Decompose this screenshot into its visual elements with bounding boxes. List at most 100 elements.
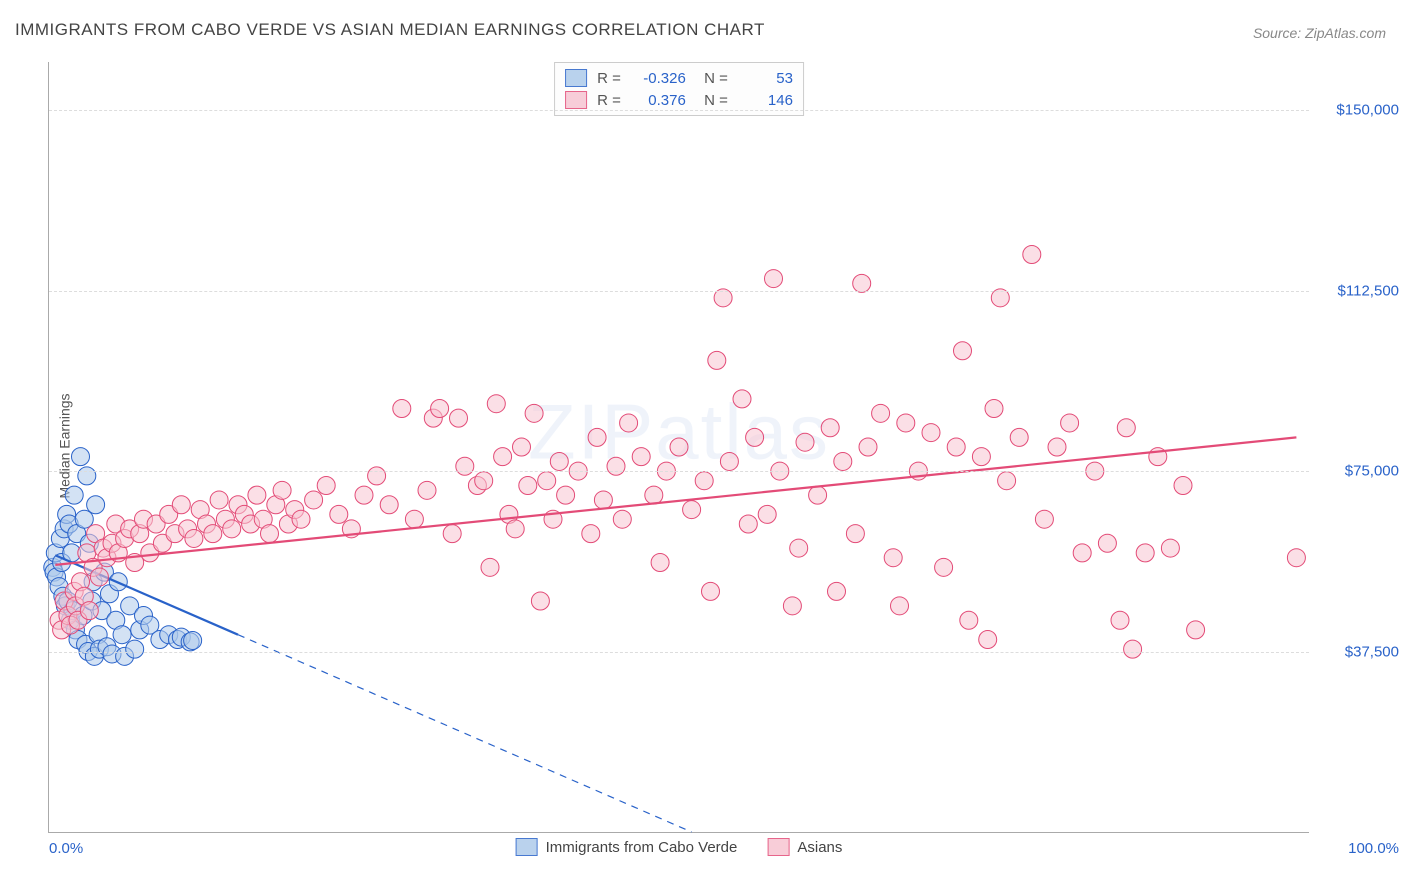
data-point-asians bbox=[897, 414, 915, 432]
data-point-asians bbox=[702, 582, 720, 600]
data-point-asians bbox=[872, 404, 890, 422]
data-point-asians bbox=[651, 554, 669, 572]
y-tick-label: $112,500 bbox=[1319, 282, 1399, 299]
data-point-asians bbox=[1010, 428, 1028, 446]
data-point-asians bbox=[355, 486, 373, 504]
x-tick-label: 0.0% bbox=[49, 840, 83, 857]
gridline bbox=[49, 291, 1309, 292]
data-point-asians bbox=[620, 414, 638, 432]
data-point-asians bbox=[1287, 549, 1305, 567]
data-point-asians bbox=[172, 496, 190, 514]
data-point-asians bbox=[475, 472, 493, 490]
data-point-asians bbox=[828, 582, 846, 600]
data-point-asians bbox=[305, 491, 323, 509]
chart-title: IMMIGRANTS FROM CABO VERDE VS ASIAN MEDI… bbox=[15, 20, 765, 40]
legend-swatch-cabo_verde bbox=[516, 838, 538, 856]
data-point-asians bbox=[1048, 438, 1066, 456]
data-point-asians bbox=[884, 549, 902, 567]
series-legend-label-asians: Asians bbox=[797, 839, 842, 856]
data-point-asians bbox=[796, 433, 814, 451]
data-point-asians bbox=[506, 520, 524, 538]
data-point-asians bbox=[443, 525, 461, 543]
data-point-cabo_verde bbox=[72, 448, 90, 466]
data-point-asians bbox=[922, 424, 940, 442]
data-point-asians bbox=[846, 525, 864, 543]
data-point-asians bbox=[525, 404, 543, 422]
data-point-asians bbox=[1023, 246, 1041, 264]
plot-area: ZIPatlas R =-0.326 N =53R =0.376 N =146 … bbox=[48, 62, 1309, 833]
data-point-asians bbox=[947, 438, 965, 456]
data-point-asians bbox=[783, 597, 801, 615]
data-point-asians bbox=[248, 486, 266, 504]
data-point-asians bbox=[1098, 534, 1116, 552]
series-legend-label-cabo_verde: Immigrants from Cabo Verde bbox=[546, 839, 738, 856]
data-point-asians bbox=[1117, 419, 1135, 437]
data-point-asians bbox=[210, 491, 228, 509]
gridline bbox=[49, 471, 1309, 472]
data-point-asians bbox=[1174, 477, 1192, 495]
n-label: N = bbox=[696, 70, 728, 87]
data-point-asians bbox=[834, 452, 852, 470]
data-point-asians bbox=[494, 448, 512, 466]
data-point-asians bbox=[979, 631, 997, 649]
data-point-asians bbox=[1187, 621, 1205, 639]
data-point-asians bbox=[821, 419, 839, 437]
legend-swatch-asians bbox=[767, 838, 789, 856]
data-point-cabo_verde bbox=[113, 626, 131, 644]
data-point-asians bbox=[450, 409, 468, 427]
data-point-asians bbox=[809, 486, 827, 504]
series-legend-item-asians: Asians bbox=[767, 838, 842, 856]
r-value-cabo_verde: -0.326 bbox=[631, 70, 686, 87]
data-point-asians bbox=[513, 438, 531, 456]
data-point-asians bbox=[720, 452, 738, 470]
data-point-asians bbox=[223, 520, 241, 538]
data-point-asians bbox=[708, 351, 726, 369]
data-point-asians bbox=[695, 472, 713, 490]
data-point-asians bbox=[550, 452, 568, 470]
data-point-asians bbox=[487, 395, 505, 413]
data-point-asians bbox=[1035, 510, 1053, 528]
data-point-asians bbox=[90, 568, 108, 586]
data-point-asians bbox=[972, 448, 990, 466]
data-point-asians bbox=[393, 400, 411, 418]
data-point-asians bbox=[1161, 539, 1179, 557]
data-point-asians bbox=[954, 342, 972, 360]
data-point-asians bbox=[594, 491, 612, 509]
data-point-asians bbox=[80, 602, 98, 620]
data-point-asians bbox=[273, 481, 291, 499]
data-point-asians bbox=[985, 400, 1003, 418]
data-point-cabo_verde bbox=[87, 496, 105, 514]
data-point-asians bbox=[935, 558, 953, 576]
data-point-asians bbox=[613, 510, 631, 528]
data-point-cabo_verde bbox=[75, 510, 93, 528]
r-value-asians: 0.376 bbox=[631, 92, 686, 109]
gridline bbox=[49, 652, 1309, 653]
data-point-asians bbox=[317, 477, 335, 495]
data-point-asians bbox=[481, 558, 499, 576]
r-label: R = bbox=[597, 92, 621, 109]
data-point-asians bbox=[405, 510, 423, 528]
data-point-cabo_verde bbox=[78, 467, 96, 485]
data-point-asians bbox=[456, 457, 474, 475]
source-label: Source: ZipAtlas.com bbox=[1253, 25, 1386, 41]
data-point-asians bbox=[1124, 640, 1142, 658]
data-point-asians bbox=[292, 510, 310, 528]
n-label: N = bbox=[696, 92, 728, 109]
data-point-asians bbox=[758, 505, 776, 523]
y-tick-label: $150,000 bbox=[1319, 102, 1399, 119]
series-legend: Immigrants from Cabo Verde Asians bbox=[516, 838, 843, 856]
data-point-asians bbox=[588, 428, 606, 446]
x-tick-label: 100.0% bbox=[1319, 840, 1399, 857]
chart-container: IMMIGRANTS FROM CABO VERDE VS ASIAN MEDI… bbox=[0, 0, 1406, 892]
data-point-asians bbox=[960, 611, 978, 629]
data-point-asians bbox=[746, 428, 764, 446]
legend-swatch-asians bbox=[565, 91, 587, 109]
data-point-asians bbox=[891, 597, 909, 615]
data-point-asians bbox=[998, 472, 1016, 490]
data-point-asians bbox=[557, 486, 575, 504]
data-point-asians bbox=[261, 525, 279, 543]
r-label: R = bbox=[597, 70, 621, 87]
data-point-asians bbox=[519, 477, 537, 495]
data-point-asians bbox=[368, 467, 386, 485]
data-point-asians bbox=[683, 501, 701, 519]
